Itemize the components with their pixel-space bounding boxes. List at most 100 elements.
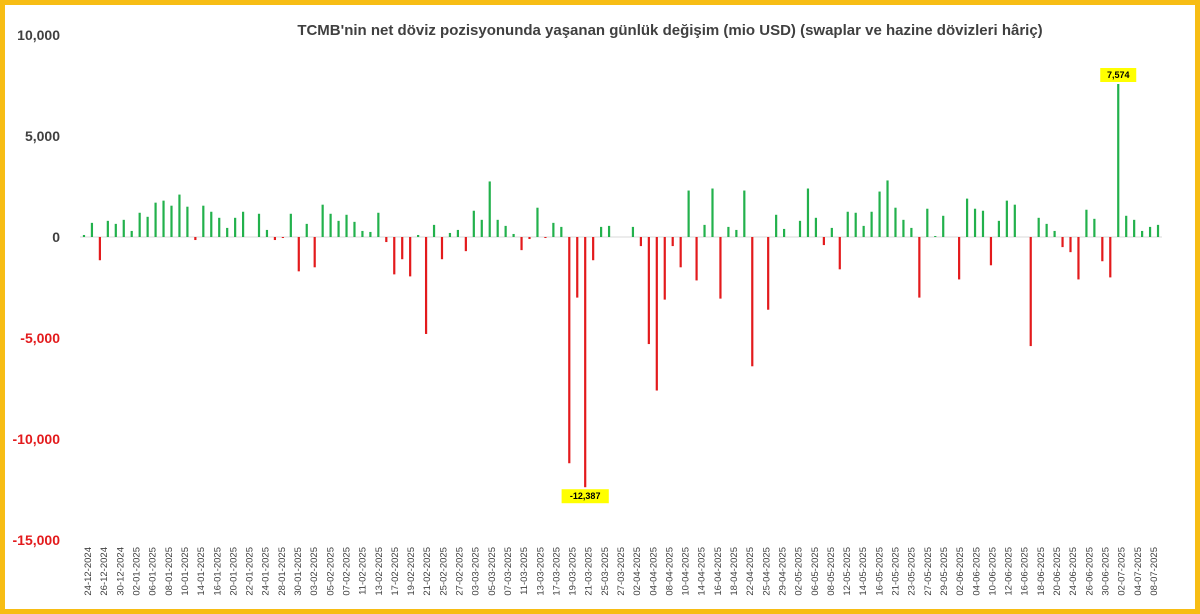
x-tick-label: 28-01-2025: [277, 547, 288, 596]
bar: [409, 237, 412, 277]
bar: [1069, 237, 1072, 253]
bar: [448, 232, 452, 237]
data-label: -12,387: [570, 491, 601, 501]
x-tick-label: 04-04-2025: [648, 547, 659, 596]
x-tick-label: 29-04-2025: [777, 547, 788, 596]
x-tick-label: 08-04-2025: [664, 547, 675, 596]
bar: [854, 212, 857, 237]
bar: [1005, 200, 1008, 237]
bar: [655, 237, 658, 391]
bar: [695, 237, 698, 281]
x-tick-label: 30-12-2024: [115, 547, 126, 596]
bar: [775, 214, 778, 237]
bar: [1156, 224, 1160, 237]
bar: [234, 217, 237, 237]
bar: [711, 188, 714, 237]
bar: [369, 231, 372, 237]
bar: [265, 229, 269, 237]
bar: [1085, 209, 1088, 237]
bar: [202, 205, 205, 237]
bar: [321, 204, 324, 237]
bar: [353, 221, 356, 237]
bar: [154, 202, 157, 237]
bar: [806, 188, 810, 237]
bar: [122, 219, 125, 237]
bar: [965, 198, 969, 237]
bar: [1133, 219, 1136, 237]
x-tick-label: 05-02-2025: [325, 547, 336, 596]
bar: [329, 213, 332, 237]
bar: [989, 237, 993, 266]
bar: [607, 225, 611, 237]
x-tick-label: 16-05-2025: [874, 547, 885, 596]
bar: [1013, 204, 1016, 237]
bar: [106, 220, 109, 237]
bar: [1148, 226, 1152, 237]
x-tick-label: 16-01-2025: [212, 547, 223, 596]
bar: [440, 237, 444, 260]
bar: [281, 237, 284, 239]
bar: [401, 237, 404, 260]
x-tick-label: 08-01-2025: [164, 547, 175, 596]
x-tick-label: 02-05-2025: [794, 547, 805, 596]
bar: [162, 200, 165, 237]
x-tick-label: 17-03-2025: [551, 547, 562, 596]
bar: [464, 237, 467, 252]
bar: [719, 237, 722, 299]
bar: [973, 208, 977, 237]
bar: [170, 205, 173, 237]
bar: [552, 222, 555, 237]
x-tick-label: 07-03-2025: [503, 547, 514, 596]
bar: [1077, 237, 1080, 280]
x-tick-label: 21-02-2025: [422, 547, 433, 596]
bar: [703, 224, 706, 237]
x-tick-label: 07-02-2025: [341, 547, 352, 596]
bar: [1109, 237, 1112, 278]
x-tick-label: 08-05-2025: [826, 547, 837, 596]
bar: [178, 194, 181, 237]
bar: [639, 237, 642, 247]
bar: [671, 237, 674, 247]
y-tick-label: 5,000: [25, 128, 60, 144]
bar: [727, 226, 730, 237]
x-tick-label: 08-07-2025: [1149, 547, 1160, 596]
x-tick-label: 21-05-2025: [891, 547, 902, 596]
bar: [751, 237, 754, 367]
bar: [838, 237, 841, 270]
x-tick-label: 25-04-2025: [761, 547, 772, 596]
bar: [878, 191, 881, 237]
bar: [544, 237, 547, 239]
bar: [767, 237, 770, 310]
bar: [1037, 217, 1040, 237]
bar: [1101, 237, 1104, 262]
x-tick-label: 25-03-2025: [600, 547, 611, 596]
bar: [576, 237, 579, 298]
bar: [226, 227, 229, 237]
bar: [504, 225, 507, 237]
bar: [273, 237, 277, 241]
x-tick-label: 11-03-2025: [519, 547, 530, 595]
x-tick-label: 20-06-2025: [1052, 547, 1063, 596]
bar: [488, 181, 491, 237]
bar: [424, 237, 428, 334]
bar: [480, 219, 483, 237]
x-tick-label: 29-05-2025: [939, 547, 950, 596]
bar: [345, 214, 348, 237]
x-tick-label: 10-06-2025: [987, 547, 998, 596]
bar: [186, 206, 189, 237]
x-tick-label: 06-01-2025: [148, 547, 159, 596]
x-tick-label: 18-04-2025: [729, 547, 740, 596]
bar: [934, 235, 937, 237]
bar: [130, 230, 133, 237]
bar: [1093, 218, 1096, 237]
bar: [631, 226, 635, 237]
x-tick-label: 02-04-2025: [632, 547, 643, 596]
bar: [313, 237, 316, 268]
bar: [82, 234, 86, 237]
x-tick-label: 02-06-2025: [955, 547, 966, 596]
y-tick-label: 0: [52, 229, 60, 245]
bar: [472, 210, 475, 237]
callout-box: [1100, 68, 1137, 83]
bar: [496, 219, 499, 237]
bar: [663, 237, 666, 300]
